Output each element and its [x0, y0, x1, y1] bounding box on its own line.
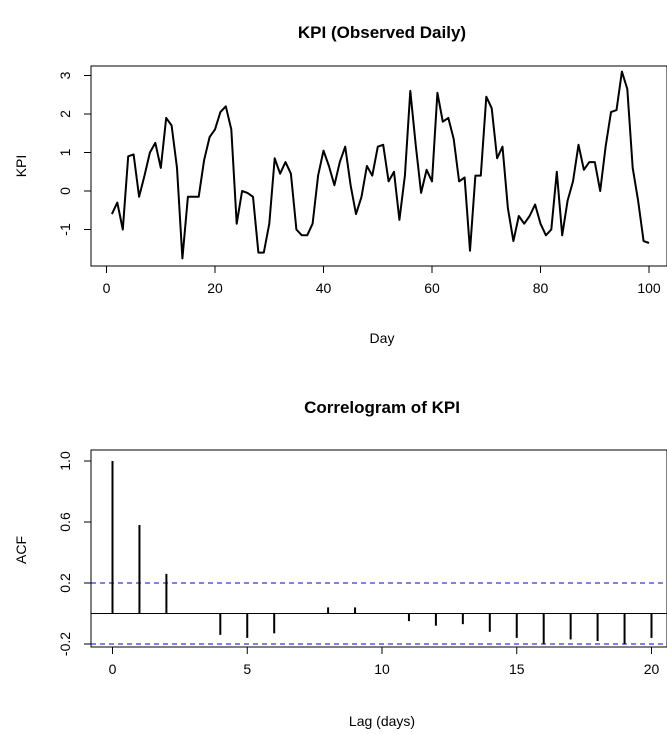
acf-x-tick-label: 0	[109, 661, 117, 677]
kpi-y-tick-label: -1	[57, 223, 73, 236]
kpi-x-tick-label: 80	[533, 280, 549, 296]
acf-y-axis: -0.2 0.2 0.6 1.0	[57, 451, 92, 656]
kpi-y-tick-label: 1	[57, 148, 73, 156]
acf-x-tick-label: 10	[374, 661, 390, 677]
kpi-y-tick-label: 3	[57, 71, 73, 79]
kpi-x-tick-label: 60	[424, 280, 440, 296]
acf-x-tick-label: 20	[644, 661, 660, 677]
acf-x-tick-label: 15	[509, 661, 525, 677]
kpi-x-tick-label: 20	[207, 280, 223, 296]
acf-y-tick-label: 0.2	[57, 573, 73, 593]
kpi-series-line	[110, 70, 650, 260]
kpi-y-axis: -1 0 1 2 3	[57, 71, 92, 236]
kpi-chart-title: KPI (Observed Daily)	[298, 23, 466, 42]
acf-y-tick-label: -0.2	[57, 632, 73, 656]
kpi-x-axis: 0 20 40 60 80 100	[103, 265, 661, 296]
acf-bars	[111, 461, 653, 644]
kpi-y-label: KPI	[13, 155, 29, 178]
kpi-x-tick-label: 100	[637, 280, 661, 296]
kpi-x-label: Day	[370, 330, 395, 346]
kpi-y-tick-label: 0	[57, 187, 73, 195]
acf-x-axis: 0 5 10 15 20	[109, 646, 660, 677]
kpi-x-tick-label: 40	[316, 280, 332, 296]
kpi-y-tick-label: 2	[57, 110, 73, 118]
kpi-x-tick-label: 0	[103, 280, 111, 296]
acf-x-label: Lag (days)	[349, 713, 415, 729]
acf-y-tick-label: 1.0	[57, 451, 73, 471]
acf-y-label: ACF	[13, 536, 29, 564]
acf-x-tick-label: 5	[243, 661, 251, 677]
acf-y-tick-label: 0.6	[57, 512, 73, 532]
acf-chart-title: Correlogram of KPI	[304, 398, 460, 417]
acf-plot-box	[90, 449, 667, 648]
